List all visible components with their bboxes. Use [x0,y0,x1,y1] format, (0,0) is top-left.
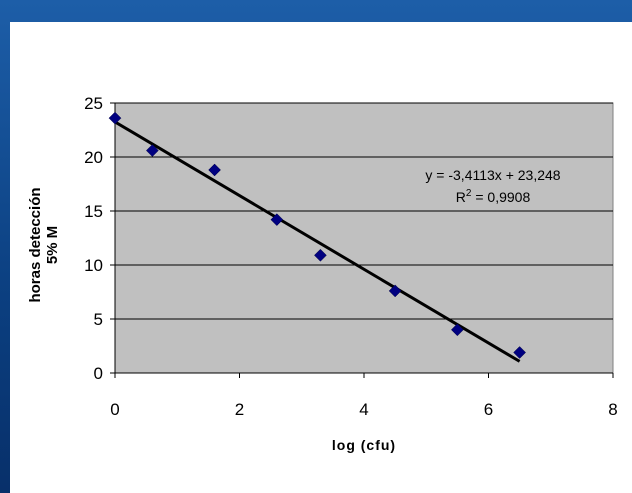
data-point [270,213,284,226]
r2-letter: R [456,189,466,205]
tick-labels: 0 5 10 15 20 25 0 2 4 6 8 [84,94,618,419]
y-tick-label-0: 0 [94,364,103,383]
trendline-equation: y = -3,4113x + 23,248 [425,167,560,183]
y-tick-label-20: 20 [84,148,103,167]
y-tick-label-10: 10 [84,256,103,275]
data-point [145,144,159,157]
x-tick-label-8: 8 [608,400,617,419]
x-tick-label-0: 0 [110,400,119,419]
r2-superscript: 2 [466,188,472,199]
x-tick-label-6: 6 [484,400,493,419]
y-tick-label-25: 25 [84,94,103,113]
y-axis-title-line1: horas detección [27,187,44,302]
y-axis-title: horas detección 5% M [27,187,61,302]
data-point [513,346,526,359]
axes [114,103,613,374]
data-point [388,284,402,298]
y-axis-title-line2: 5% M [44,226,61,264]
data-point [108,111,122,125]
r-squared-label: R2 = 0,9908 [456,188,531,205]
trendline-path [114,120,521,363]
y-tick-label-15: 15 [84,202,103,221]
data-point [314,248,327,262]
data-point [208,163,221,177]
r2-value: = 0,9908 [471,189,530,205]
x-tick-label-2: 2 [235,400,244,419]
data-points [108,111,526,359]
x-tick-label-4: 4 [359,400,368,419]
gridlines [110,102,614,378]
x-axis-title: log (cfu) [332,437,396,453]
data-point [451,323,464,337]
plot-area [114,102,614,374]
y-tick-label-5: 5 [94,310,103,329]
trendline [114,120,521,363]
